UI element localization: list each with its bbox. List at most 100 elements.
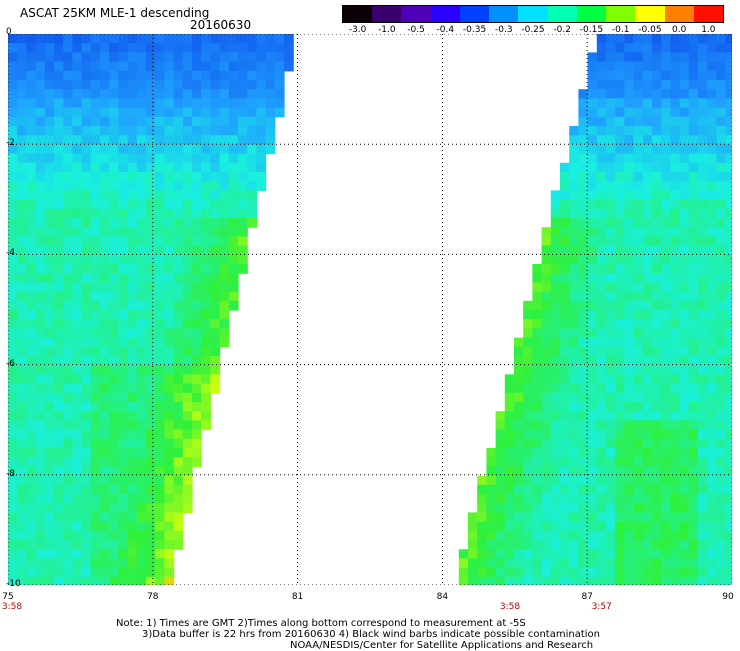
data-pixel bbox=[477, 503, 487, 513]
data-pixel bbox=[44, 521, 55, 532]
data-pixel bbox=[698, 190, 708, 201]
data-pixel bbox=[54, 208, 64, 219]
data-pixel bbox=[606, 521, 616, 532]
data-pixel bbox=[523, 457, 533, 467]
data-pixel bbox=[679, 530, 690, 541]
data-pixel bbox=[173, 374, 184, 385]
data-pixel bbox=[596, 190, 607, 201]
data-pixel bbox=[26, 310, 37, 320]
data-pixel bbox=[63, 383, 73, 394]
data-pixel bbox=[265, 80, 276, 90]
data-pixel bbox=[155, 300, 165, 311]
data-pixel bbox=[173, 310, 184, 320]
data-pixel bbox=[118, 438, 129, 449]
data-pixel bbox=[63, 429, 73, 440]
data-pixel bbox=[173, 80, 184, 90]
data-pixel bbox=[578, 273, 589, 283]
data-pixel bbox=[550, 190, 561, 201]
data-pixel bbox=[63, 392, 73, 403]
data-pixel bbox=[109, 337, 119, 348]
data-pixel bbox=[219, 80, 230, 90]
data-pixel bbox=[63, 190, 73, 201]
data-pixel bbox=[725, 89, 732, 99]
data-pixel bbox=[35, 227, 46, 237]
data-pixel bbox=[155, 576, 165, 585]
data-pixel bbox=[8, 576, 18, 585]
data-pixel bbox=[679, 172, 690, 182]
data-pixel bbox=[274, 61, 285, 72]
data-pixel bbox=[35, 530, 46, 541]
data-pixel bbox=[624, 300, 635, 311]
data-pixel bbox=[90, 254, 101, 265]
data-pixel bbox=[44, 172, 55, 182]
data-pixel bbox=[192, 181, 202, 191]
data-pixel bbox=[54, 273, 64, 283]
data-pixel bbox=[670, 264, 681, 274]
data-pixel bbox=[8, 466, 18, 477]
data-pixel bbox=[633, 549, 644, 559]
data-pixel bbox=[44, 135, 55, 145]
data-pixel bbox=[100, 208, 110, 219]
data-pixel bbox=[652, 319, 662, 329]
data-pixel bbox=[90, 420, 101, 431]
data-pixel bbox=[716, 273, 727, 283]
data-pixel bbox=[725, 264, 732, 274]
data-pixel bbox=[17, 208, 27, 219]
data-pixel bbox=[560, 319, 570, 329]
data-pixel bbox=[136, 576, 147, 585]
data-pixel bbox=[541, 273, 552, 283]
data-pixel bbox=[624, 319, 635, 329]
data-pixel bbox=[146, 466, 156, 477]
data-pixel bbox=[17, 392, 27, 403]
data-pixel bbox=[219, 291, 230, 302]
data-pixel bbox=[182, 61, 193, 72]
data-pixel bbox=[72, 34, 83, 44]
data-pixel bbox=[698, 448, 708, 458]
color-scale-segment bbox=[606, 6, 636, 22]
data-pixel bbox=[164, 356, 175, 366]
data-pixel bbox=[17, 227, 27, 237]
data-pixel bbox=[569, 549, 579, 559]
data-pixel bbox=[679, 98, 690, 109]
data-pixel bbox=[35, 512, 46, 523]
data-pixel bbox=[716, 98, 727, 109]
data-pixel bbox=[624, 144, 635, 155]
data-pixel bbox=[486, 530, 497, 541]
data-pixel bbox=[210, 337, 221, 348]
data-pixel bbox=[569, 236, 579, 247]
data-pixel bbox=[44, 291, 55, 302]
data-pixel bbox=[182, 402, 193, 412]
data-pixel bbox=[136, 512, 147, 523]
data-pixel bbox=[72, 181, 83, 191]
data-pixel bbox=[17, 438, 27, 449]
data-pixel bbox=[707, 70, 717, 81]
data-pixel bbox=[606, 549, 616, 559]
data-pixel bbox=[63, 310, 73, 320]
data-pixel bbox=[81, 190, 92, 201]
data-pixel bbox=[578, 135, 589, 145]
data-pixel bbox=[624, 411, 635, 421]
data-pixel bbox=[26, 438, 37, 449]
data-pixel bbox=[109, 273, 119, 283]
data-pixel bbox=[652, 300, 662, 311]
data-pixel bbox=[698, 420, 708, 431]
data-pixel bbox=[661, 466, 671, 477]
data-pixel bbox=[136, 116, 147, 127]
data-pixel bbox=[596, 245, 607, 256]
data-pixel bbox=[652, 576, 662, 585]
data-pixel bbox=[100, 494, 110, 504]
data-pixel bbox=[670, 549, 681, 559]
data-pixel bbox=[35, 420, 46, 431]
data-pixel bbox=[615, 420, 625, 431]
data-pixel bbox=[615, 61, 625, 72]
data-pixel bbox=[550, 199, 561, 210]
data-pixel bbox=[90, 402, 101, 412]
data-pixel bbox=[26, 70, 37, 81]
data-pixel bbox=[679, 448, 690, 458]
data-pixel bbox=[17, 328, 27, 339]
data-pixel bbox=[136, 310, 147, 320]
data-pixel bbox=[17, 43, 27, 53]
data-pixel bbox=[725, 521, 732, 532]
data-pixel bbox=[716, 254, 727, 265]
data-pixel bbox=[578, 356, 589, 366]
